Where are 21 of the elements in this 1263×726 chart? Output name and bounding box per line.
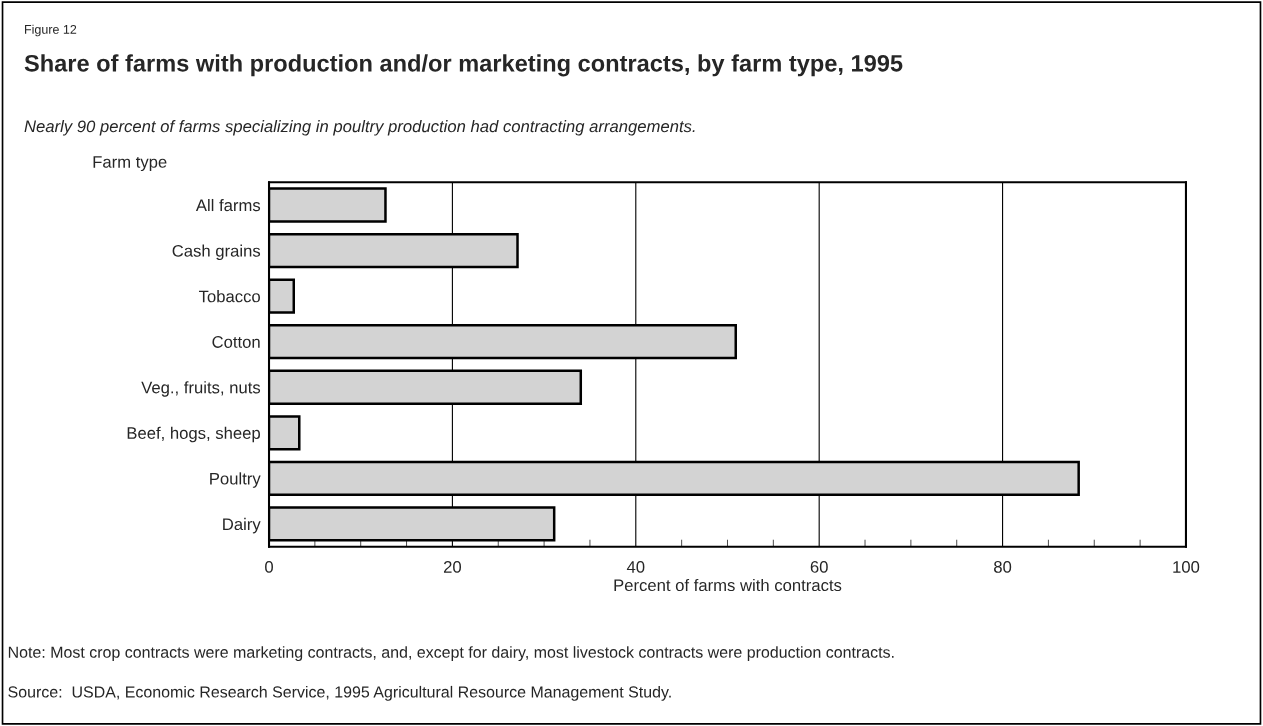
y-axis-title: Farm type [93,156,167,172]
x-axis-title: Percent of farms with contracts [614,578,842,592]
caption: Figure 12 [25,24,77,37]
y-tick-label: Veg., fruits, nuts [141,381,261,397]
y-tick-label: Poultry [210,472,261,488]
x-tick-label: 80 [994,561,1012,573]
x-tick-label: 20 [443,561,462,573]
chart-title: Share of farms with production and/or marketing contracts, by farm type, 1995 [24,54,903,77]
x-tick-label: 100 [1173,561,1200,573]
chart-subtitle: Nearly 90 percent of farms specializing in poultry production had contracting arrangements. [24,120,695,136]
source-note: Source: USDA, Economic Research Service, 1995 Agricultural Resource Management Study. [8,685,671,701]
y-tick-label: Dairy [223,517,261,534]
x-tick-label: 0 [265,561,273,573]
x-tick-label: 40 [626,561,645,573]
text: Note: Most crop contracts were marketing contracts, and, except for dairy, most livestock contracts were production contracts. [8,646,894,662]
x-tick-label: 60 [810,561,828,573]
y-tick-label: All farms [195,198,261,212]
y-tick-label: Beef, hogs, sheep [127,426,260,443]
y-tick-label: Cotton [212,336,260,348]
y-tick-label: Tobacco [199,290,260,303]
y-tick-label: Cash grains [172,244,261,261]
